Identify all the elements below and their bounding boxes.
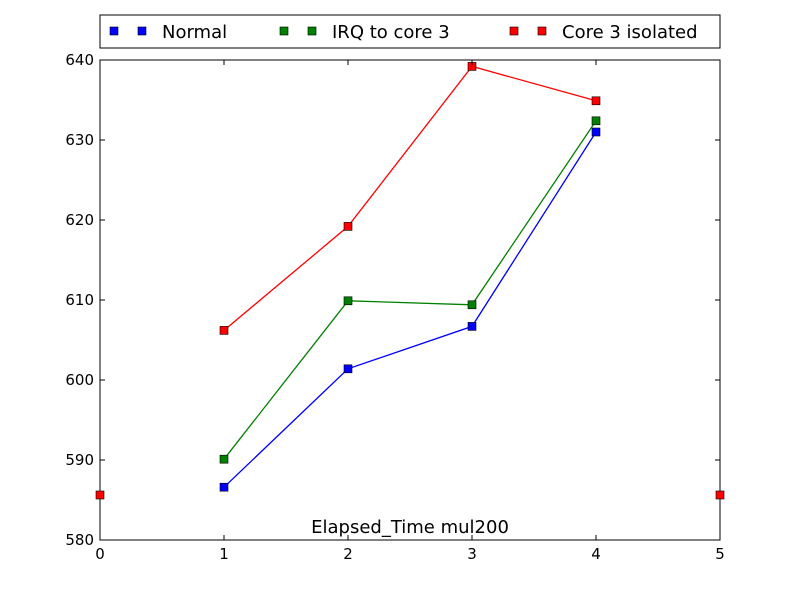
legend-marker-b-2 — [537, 26, 547, 36]
y-tick-label-2: 600 — [65, 371, 94, 389]
chart-title: Elapsed_Time mul200 — [311, 517, 509, 538]
data-point-s0-2 — [467, 322, 477, 331]
y-tick-label-4: 620 — [65, 211, 94, 229]
y-tick-label-5: 630 — [65, 131, 94, 149]
data-point-s0-0 — [219, 482, 229, 492]
data-point-s1-0 — [219, 454, 229, 464]
data-point-s1-2 — [467, 300, 477, 310]
data-point-s2-3 — [591, 96, 601, 106]
y-tick-label-3: 610 — [65, 291, 94, 309]
legend-box — [99, 14, 721, 49]
data-point-s2-0 — [219, 326, 229, 335]
data-point-s0-1 — [343, 364, 353, 374]
x-tick-label-5: 5 — [715, 545, 725, 563]
legend-marker-b-0 — [137, 26, 147, 36]
y-tick-label-6: 640 — [65, 51, 94, 69]
data-point-s1-1 — [343, 296, 353, 306]
legend-label-1: IRQ to core 3 — [332, 22, 450, 43]
series-line-2 — [223, 65, 597, 331]
x-tick-label-3: 3 — [467, 545, 477, 563]
legend-marker-a-1 — [279, 26, 289, 36]
data-point-s0-3 — [591, 127, 601, 137]
series-layer — [219, 62, 601, 492]
y-tick-label-0: 580 — [65, 531, 94, 549]
series-line-1 — [223, 120, 597, 460]
data-point-s1-3 — [591, 116, 601, 126]
data-point-s2-1 — [343, 222, 353, 231]
x-tick-label-2: 2 — [343, 545, 353, 563]
legend-marker-a-0 — [109, 26, 119, 36]
y-tick-label-1: 590 — [65, 451, 94, 469]
axes-layer: 0 1 2 3 4 5 580 590 600 610 620 630 640 — [65, 51, 724, 563]
x-tick-label-4: 4 — [591, 545, 601, 563]
legend-label-0: Normal — [162, 22, 227, 43]
edge-marker-1 — [715, 490, 725, 500]
legend-label-2: Core 3 isolated — [562, 22, 698, 43]
legend-marker-b-1 — [307, 26, 317, 36]
x-tick-label-0: 0 — [95, 545, 105, 563]
legend: Normal IRQ to core 3 Core 3 isolated — [99, 14, 721, 49]
legend-marker-a-2 — [509, 26, 519, 36]
edge-marker-0 — [95, 490, 105, 500]
x-tick-label-1: 1 — [219, 545, 229, 563]
series-line-0 — [223, 131, 597, 488]
